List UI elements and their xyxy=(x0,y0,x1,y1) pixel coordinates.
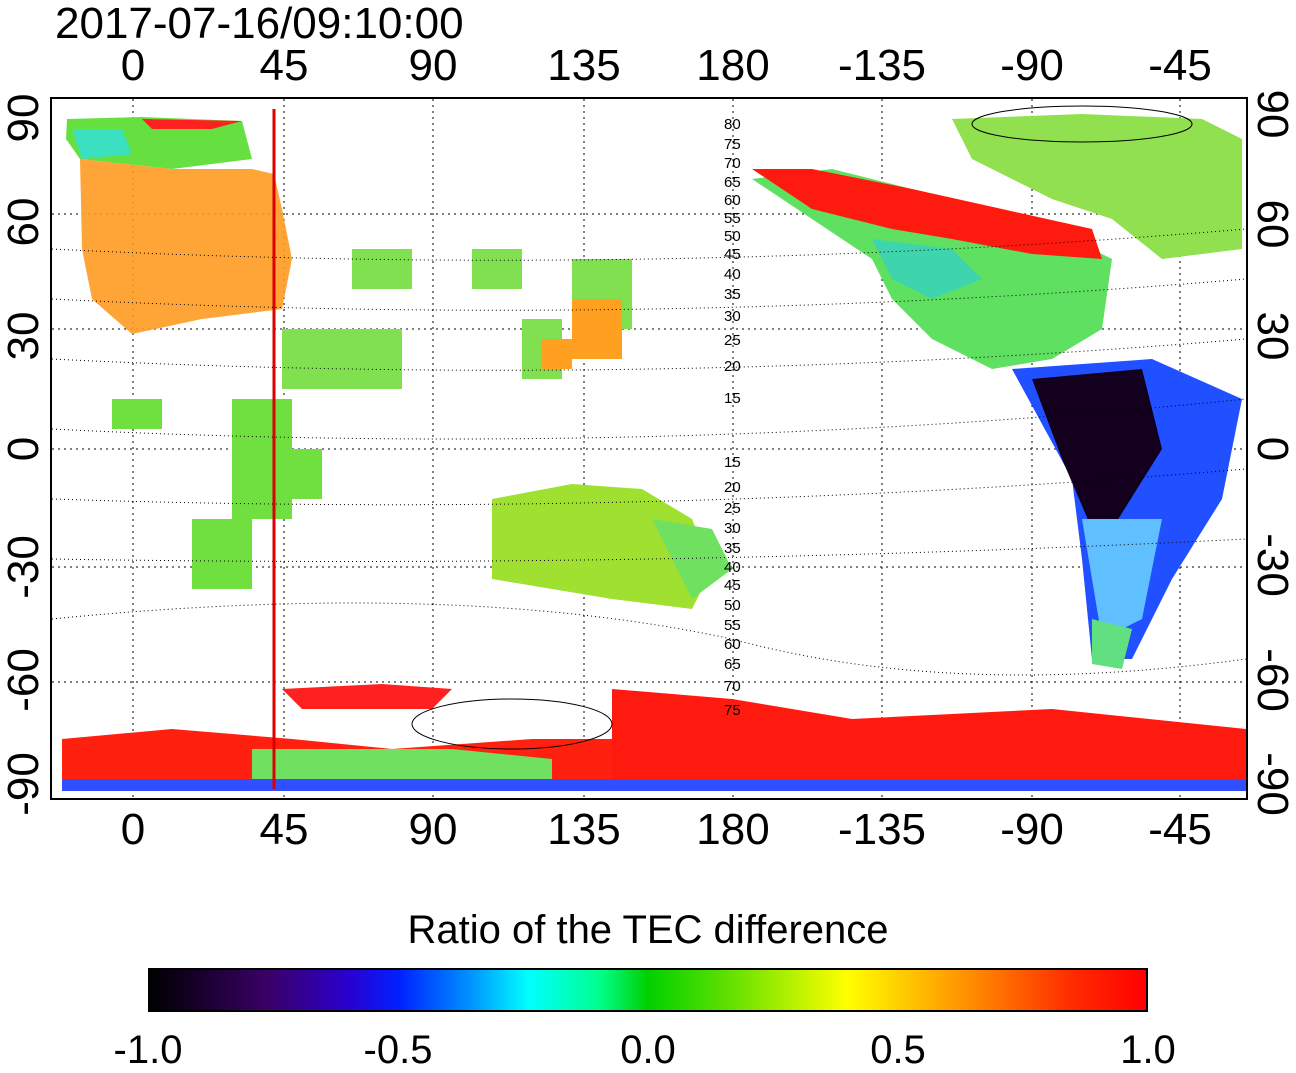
colorbar-tick: 0.0 xyxy=(620,1028,676,1072)
contour-label-north: 80 xyxy=(724,116,741,133)
contour-label-south: 30 xyxy=(724,520,741,537)
contour-label-north: 50 xyxy=(724,228,741,245)
lat-tick-right: 0 xyxy=(1248,436,1296,462)
contour-label-south: 75 xyxy=(724,702,741,719)
lon-tick-bottom: -90 xyxy=(1000,805,1064,854)
australia-region xyxy=(492,484,732,609)
colorbar-tick: 0.5 xyxy=(870,1028,926,1072)
lon-tick-top: 180 xyxy=(696,41,770,90)
contour-label-north: 35 xyxy=(724,286,741,303)
lon-tick-top: -90 xyxy=(1000,41,1064,90)
lat-tick-right: 90 xyxy=(1248,89,1296,139)
contour-label-south: 20 xyxy=(724,479,741,496)
tec-map: 80 75 70 65 60 55 50 45 40 35 30 25 20 1… xyxy=(52,99,1246,798)
contour-label-north: 70 xyxy=(724,155,741,172)
antarctica-region xyxy=(62,684,1246,791)
colorbar-tick: 1.0 xyxy=(1120,1028,1176,1072)
contour-label-north: 30 xyxy=(724,308,741,325)
contour-label-north: 45 xyxy=(724,246,741,263)
lat-tick-left: 60 xyxy=(0,197,48,247)
contour-label-south: 65 xyxy=(724,656,741,673)
south-america-region xyxy=(1012,359,1242,669)
contour-label-south: 50 xyxy=(724,597,741,614)
lon-tick-bottom: 90 xyxy=(408,805,458,854)
contour-label-south: 60 xyxy=(724,636,741,653)
lon-tick-top: -45 xyxy=(1148,41,1212,90)
east-asia-region xyxy=(542,299,622,369)
africa-region xyxy=(112,399,322,589)
colorbar xyxy=(148,968,1148,1012)
lat-tick-right: -90 xyxy=(1248,752,1296,816)
lat-tick-left: -60 xyxy=(0,648,48,712)
contour-label-south: 40 xyxy=(724,559,741,576)
contour-label-south: 45 xyxy=(724,577,741,594)
contour-label-south: 70 xyxy=(724,678,741,695)
contour-label-south: 55 xyxy=(724,617,741,634)
lat-tick-left: 90 xyxy=(0,93,48,143)
contour-label-south: 35 xyxy=(724,540,741,557)
lon-tick-top: -135 xyxy=(837,41,927,90)
contour-labels: 80 75 70 65 60 55 50 45 40 35 30 25 20 1… xyxy=(724,116,741,719)
lat-tick-right: 30 xyxy=(1248,311,1296,361)
contour-label-north: 25 xyxy=(724,332,741,349)
contour-label-north: 55 xyxy=(724,210,741,227)
lat-tick-left: 30 xyxy=(0,311,48,361)
lon-tick-top: 135 xyxy=(547,41,621,90)
contour-label-north: 65 xyxy=(724,174,741,191)
lon-tick-bottom: -135 xyxy=(837,805,927,854)
lon-tick-bottom: 135 xyxy=(547,805,621,854)
magnetic-contours xyxy=(52,105,1246,750)
lat-tick-right: 60 xyxy=(1248,199,1296,249)
contour-label-north: 75 xyxy=(724,136,741,153)
contour-label-north: 60 xyxy=(724,192,741,209)
lon-tick-bottom: 45 xyxy=(259,805,309,854)
lat-tick-left: -90 xyxy=(0,752,48,816)
timestamp-title: 2017-07-16/09:10:00 xyxy=(55,0,464,48)
lon-tick-bottom: 180 xyxy=(696,805,770,854)
lon-tick-top: 45 xyxy=(259,41,309,90)
lon-tick-bottom: -45 xyxy=(1148,805,1212,854)
north-america-region xyxy=(752,114,1242,369)
lat-tick-left: -30 xyxy=(0,535,48,599)
colorbar-title: Ratio of the TEC difference xyxy=(407,908,889,952)
contour-label-north: 40 xyxy=(724,266,741,283)
lat-tick-left: 0 xyxy=(0,436,48,462)
contour-label-south: 25 xyxy=(724,500,741,517)
colorbar-tick: -1.0 xyxy=(113,1028,183,1072)
lon-tick-bottom: 0 xyxy=(120,805,146,854)
lat-tick-right: -30 xyxy=(1248,533,1296,597)
contour-label-north: 20 xyxy=(724,358,741,375)
lon-tick-top: 90 xyxy=(408,41,458,90)
lat-tick-right: -60 xyxy=(1248,648,1296,712)
contour-label-north: 15 xyxy=(724,390,741,407)
europe-region xyxy=(66,117,292,334)
colorbar-tick: -0.5 xyxy=(363,1028,433,1072)
contour-label-south: 15 xyxy=(724,454,741,471)
lon-tick-top: 0 xyxy=(120,41,146,90)
